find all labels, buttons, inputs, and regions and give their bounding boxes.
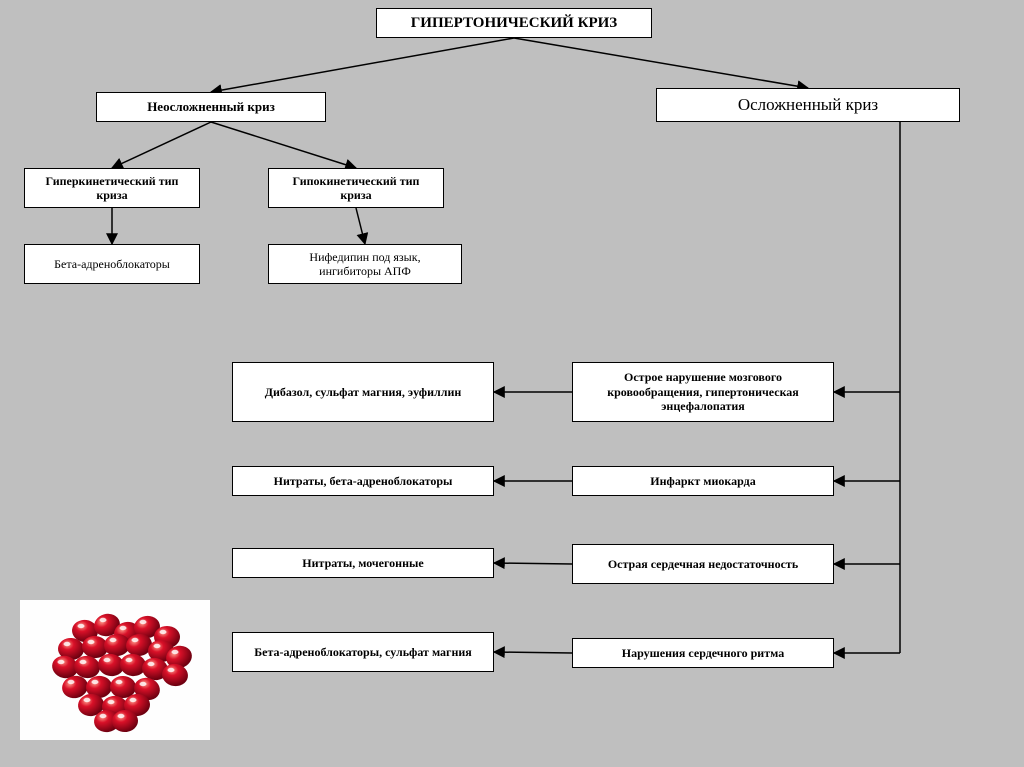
node-treatment-4: Бета-адреноблокаторы, сульфат магния — [232, 632, 494, 672]
node-condition-3: Острая сердечная недостаточность — [572, 544, 834, 584]
node-label: Острое нарушение мозгового кровообращени… — [581, 370, 825, 413]
node-label: Нитраты, мочегонные — [302, 556, 423, 570]
node-complicated: Осложненный криз — [656, 88, 960, 122]
node-uncomplicated: Неосложненный криз — [96, 92, 326, 122]
node-hyperkinetic: Гиперкинетический тип криза — [24, 168, 200, 208]
node-label: Нарушения сердечного ритма — [622, 646, 784, 660]
node-treatment-2: Нитраты, бета-адреноблокаторы — [232, 466, 494, 496]
node-label: Гиперкинетический тип криза — [33, 174, 191, 203]
node-label: Бета-адреноблокаторы, сульфат магния — [254, 645, 472, 659]
node-label: Нифедипин под язык, ингибиторы АПФ — [277, 250, 453, 279]
node-treatment-3: Нитраты, мочегонные — [232, 548, 494, 578]
heart-image — [20, 600, 210, 740]
node-condition-1: Острое нарушение мозгового кровообращени… — [572, 362, 834, 422]
node-hypokinetic: Гипокинетический тип криза — [268, 168, 444, 208]
node-label: Инфаркт миокарда — [650, 474, 755, 488]
node-condition-2: Инфаркт миокарда — [572, 466, 834, 496]
node-condition-4: Нарушения сердечного ритма — [572, 638, 834, 668]
node-label: Острая сердечная недостаточность — [608, 557, 798, 571]
node-root: ГИПЕРТОНИЧЕСКИЙ КРИЗ — [376, 8, 652, 38]
heart-icon — [35, 605, 195, 735]
node-label: Осложненный криз — [738, 95, 878, 115]
node-beta-blockers: Бета-адреноблокаторы — [24, 244, 200, 284]
node-treatment-1: Дибазол, сульфат магния, эуфиллин — [232, 362, 494, 422]
node-label: Дибазол, сульфат магния, эуфиллин — [265, 385, 462, 399]
node-label: Бета-адреноблокаторы — [54, 257, 170, 271]
node-label: Гипокинетический тип криза — [277, 174, 435, 203]
node-label: ГИПЕРТОНИЧЕСКИЙ КРИЗ — [411, 14, 617, 32]
node-nifedipine: Нифедипин под язык, ингибиторы АПФ — [268, 244, 462, 284]
node-label: Неосложненный криз — [147, 99, 275, 115]
node-label: Нитраты, бета-адреноблокаторы — [274, 474, 453, 488]
